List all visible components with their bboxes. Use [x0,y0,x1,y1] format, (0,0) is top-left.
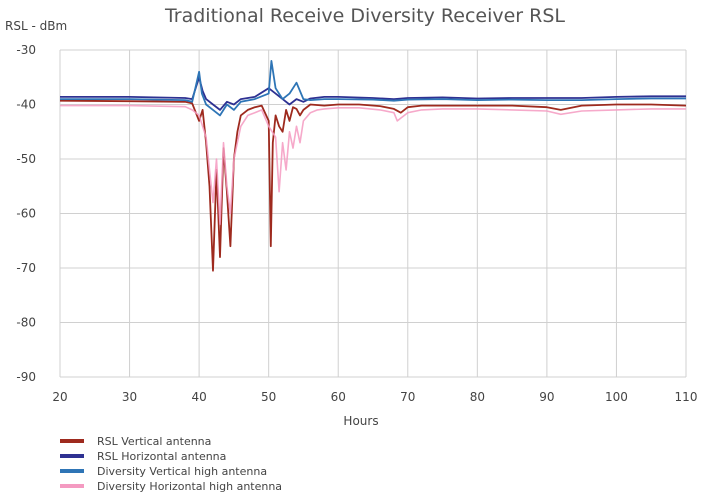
series-line-3 [60,104,686,226]
legend-swatch-3 [60,484,84,488]
y-axis-label: RSL - dBm [5,19,67,33]
x-tick-label: 80 [470,390,485,404]
y-tick-label: -90 [16,370,36,384]
legend-label-3: Diversity Horizontal high antenna [97,480,282,493]
chart-title: Traditional Receive Diversity Receiver R… [164,5,565,27]
x-tick-label: 70 [400,390,415,404]
x-axis-label: Hours [343,414,378,428]
y-tick-label: -30 [16,43,36,57]
legend-label-0: RSL Vertical antenna [97,435,211,448]
plot-area [59,60,687,272]
legend-swatch-0 [60,439,84,443]
series-line-0 [59,99,687,272]
x-tick-label: 50 [261,390,276,404]
tick-labels: 20 30 40 50 60 70 80 90 100 110 -30 -40 -50 -60 -70 -80… [16,43,697,404]
y-tick-label: -50 [16,152,36,166]
x-tick-label: 20 [52,390,67,404]
y-tick-label: -40 [16,98,36,112]
x-tick-label: 90 [539,390,554,404]
x-tick-label: 60 [331,390,346,404]
grid [59,49,687,378]
x-tick-label: 30 [122,390,137,404]
legend: RSL Vertical antenna RSL Horizontal anten… [60,435,282,493]
legend-swatch-1 [60,454,84,458]
series-line-2 [60,60,686,117]
y-tick-label: -70 [16,261,36,275]
x-tick-label: 40 [191,390,206,404]
x-tick-label: 110 [675,390,698,404]
legend-label-1: RSL Horizontal antenna [97,450,226,463]
y-tick-label: -60 [16,207,36,221]
x-tick-label: 100 [605,390,628,404]
series-line-1 [60,76,686,111]
legend-label-2: Diversity Vertical high antenna [97,465,267,478]
y-tick-label: -80 [16,316,36,330]
legend-swatch-2 [60,469,84,473]
